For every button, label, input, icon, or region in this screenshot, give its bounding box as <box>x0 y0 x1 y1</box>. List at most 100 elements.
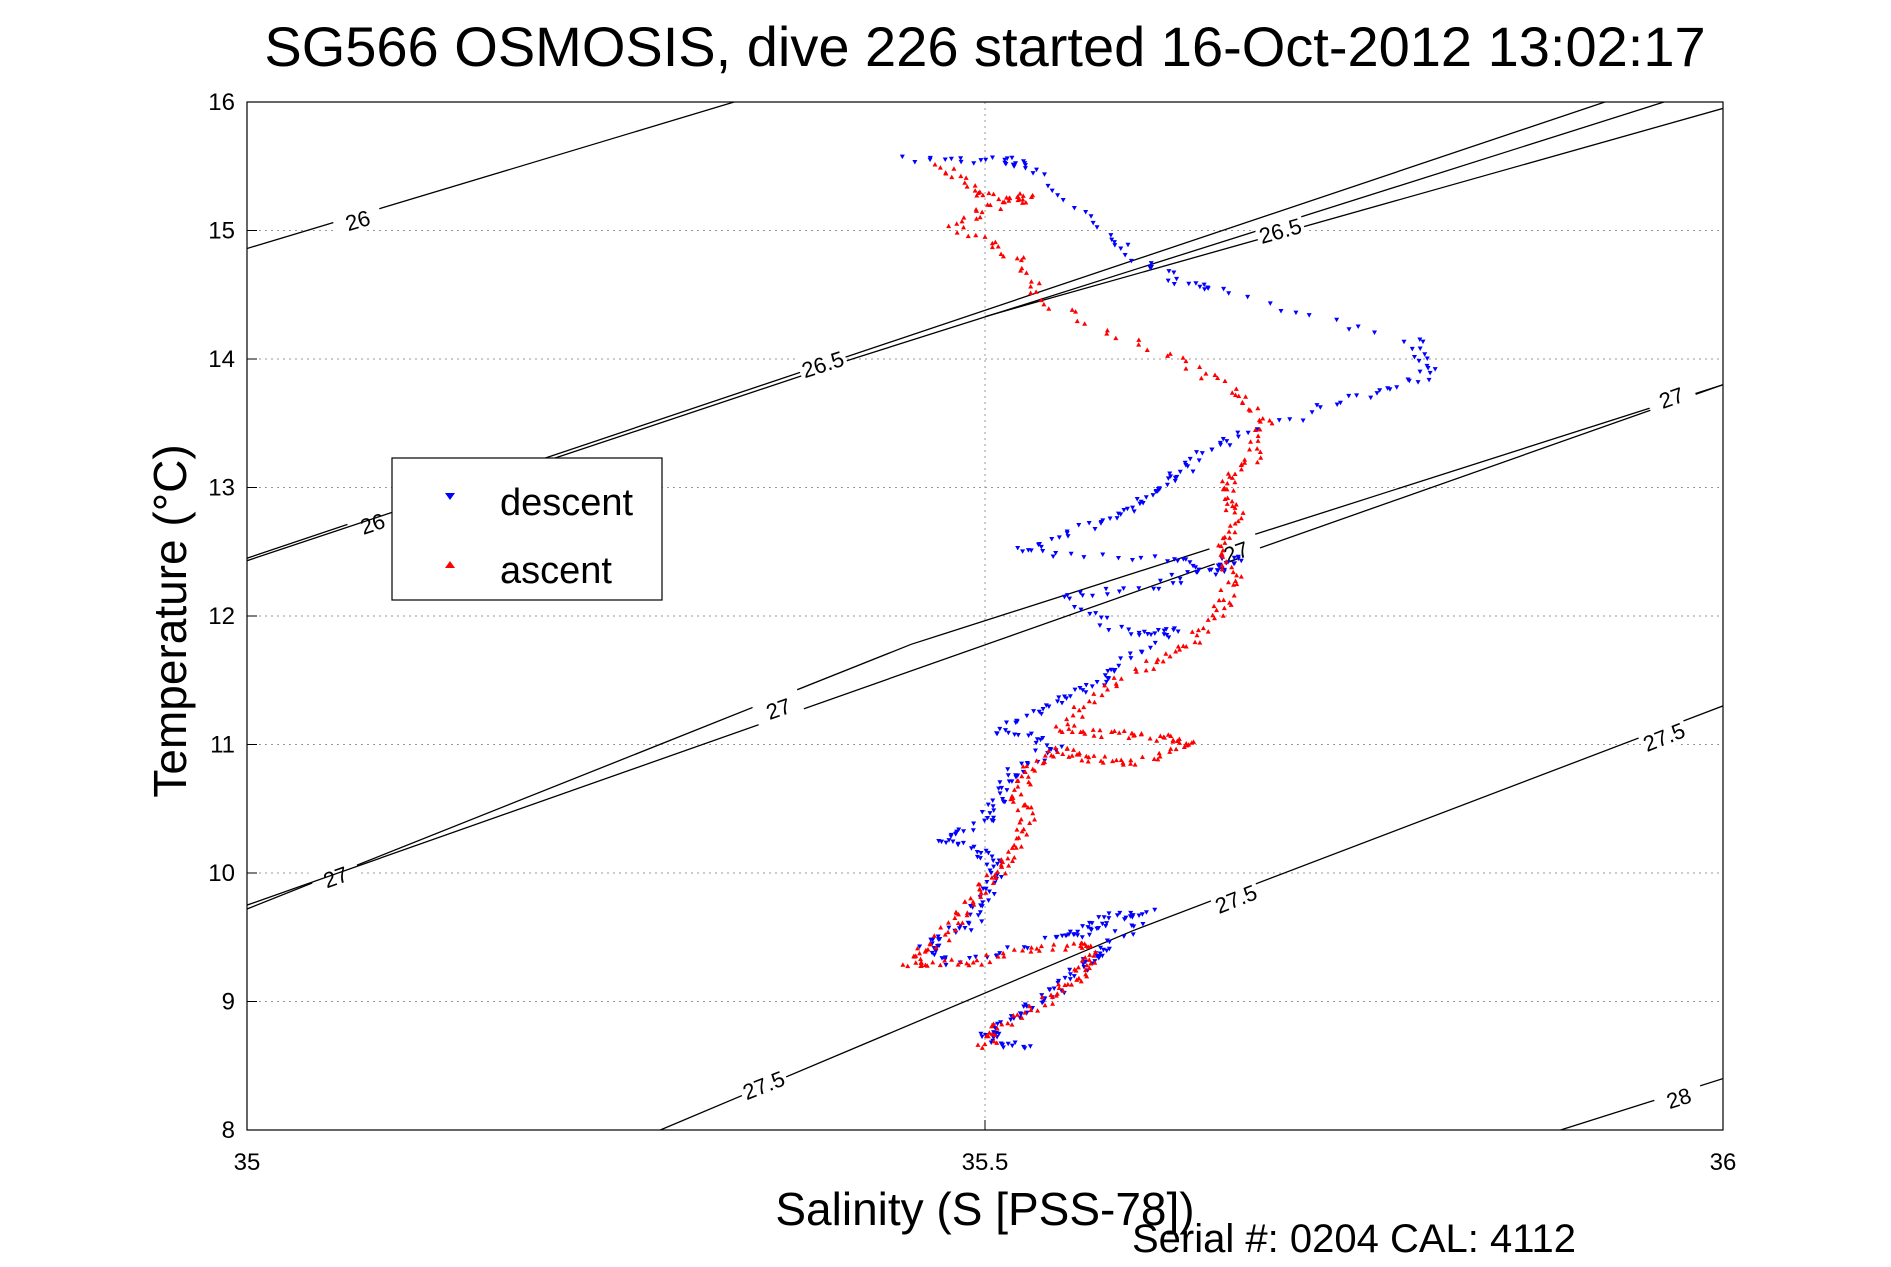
descent-point <box>1087 926 1093 932</box>
descent-point <box>1171 270 1177 276</box>
ascent-point <box>1136 342 1142 347</box>
descent-point <box>991 891 997 897</box>
descent-point <box>1409 346 1415 352</box>
ascent-point <box>932 161 938 167</box>
ascent-point <box>1156 750 1162 756</box>
ascent-point <box>1230 488 1236 493</box>
descent-point <box>942 157 948 162</box>
y-tick-label: 15 <box>208 218 235 245</box>
ascent-point <box>1183 644 1189 649</box>
ascent-point <box>982 1041 988 1047</box>
ascent-point <box>1017 819 1023 825</box>
descent-point <box>1086 521 1092 526</box>
ascent-point <box>1028 194 1034 200</box>
descent-point <box>999 1042 1005 1048</box>
ascent-point <box>1033 289 1039 294</box>
ascent-point <box>1053 993 1059 998</box>
ascent-point <box>1151 756 1157 761</box>
descent-point <box>917 944 923 949</box>
descent-point <box>1099 921 1105 927</box>
ascent-point <box>1254 446 1260 451</box>
descent-point <box>1117 910 1123 916</box>
descent-point <box>899 154 905 160</box>
descent-point <box>1004 156 1010 161</box>
ascent-point <box>1222 534 1228 540</box>
ascent-point <box>1170 739 1176 744</box>
descent-point <box>1022 163 1028 168</box>
ascent-point <box>1020 196 1026 202</box>
contour-label-27.5: 27.5 <box>739 1066 788 1105</box>
ascent-point <box>1198 375 1204 381</box>
descent-point <box>1020 549 1026 554</box>
descent-point <box>1426 377 1432 383</box>
ascent-point <box>1098 734 1104 740</box>
ascent-point <box>995 869 1001 874</box>
descent-point <box>997 791 1003 796</box>
descent-point <box>1035 542 1041 548</box>
descent-point <box>1182 460 1188 466</box>
descent-point <box>1104 948 1110 954</box>
descent-point <box>1046 704 1052 710</box>
ascent-point <box>1015 197 1021 203</box>
ascent-point <box>964 912 970 918</box>
ascent-point <box>975 1042 981 1047</box>
ascent-point <box>1212 372 1218 378</box>
descent-point <box>1013 161 1019 166</box>
ascent-point <box>1247 408 1253 413</box>
descent-point <box>946 925 952 931</box>
descent-point <box>1027 1044 1033 1049</box>
descent-point <box>1090 593 1096 599</box>
ascent-point <box>1205 629 1211 634</box>
descent-point <box>1116 589 1122 595</box>
ascent-point <box>964 960 970 966</box>
contour-label-bg <box>1253 210 1307 249</box>
descent-point <box>1148 265 1154 271</box>
descent-point <box>1114 913 1120 918</box>
ascent-point <box>1234 572 1240 578</box>
ascent-point <box>1129 730 1135 736</box>
ascent-point <box>1028 284 1034 289</box>
ascent-point <box>1247 447 1253 452</box>
descent-point <box>1183 557 1189 562</box>
descent-point <box>1106 911 1112 916</box>
descent-point <box>1012 732 1018 738</box>
descent-point <box>1432 367 1438 372</box>
ascent-point <box>1092 699 1098 705</box>
descent-point <box>1013 775 1019 780</box>
ascent-point <box>1133 666 1139 671</box>
ascent-point <box>1027 1003 1033 1009</box>
contour-label-bg <box>345 502 400 543</box>
descent-point <box>1300 418 1306 423</box>
ascent-point <box>989 240 995 246</box>
ascent-point <box>1157 733 1163 739</box>
ascent-point <box>1192 639 1198 645</box>
ascent-point <box>1210 612 1216 618</box>
descent-point <box>1354 393 1360 398</box>
descent-point <box>1123 915 1129 921</box>
descent-point <box>1056 695 1062 700</box>
ascent-point <box>1223 559 1229 564</box>
descent-point <box>1278 309 1284 314</box>
descent-point <box>1107 516 1113 522</box>
descent-point <box>1124 506 1130 512</box>
ascent-point <box>1151 666 1157 671</box>
ascent-point <box>1046 306 1052 311</box>
ascent-point <box>1232 505 1238 510</box>
ascent-point <box>1019 200 1025 205</box>
ascent-point <box>1220 613 1226 618</box>
descent-point <box>1218 442 1224 448</box>
descent-point <box>990 804 996 809</box>
descent-point <box>1372 330 1378 335</box>
ascent-point <box>1120 760 1126 765</box>
y-tick-label: 16 <box>208 89 235 116</box>
ascent-point <box>1219 563 1225 568</box>
descent-point <box>979 919 985 924</box>
ascent-point <box>1120 762 1126 767</box>
ascent-point <box>971 902 977 907</box>
descent-point <box>1293 310 1299 316</box>
ascent-point <box>1225 495 1231 500</box>
descent-point <box>1059 744 1065 750</box>
ascent-point <box>990 880 996 885</box>
ascent-point <box>1109 729 1115 734</box>
